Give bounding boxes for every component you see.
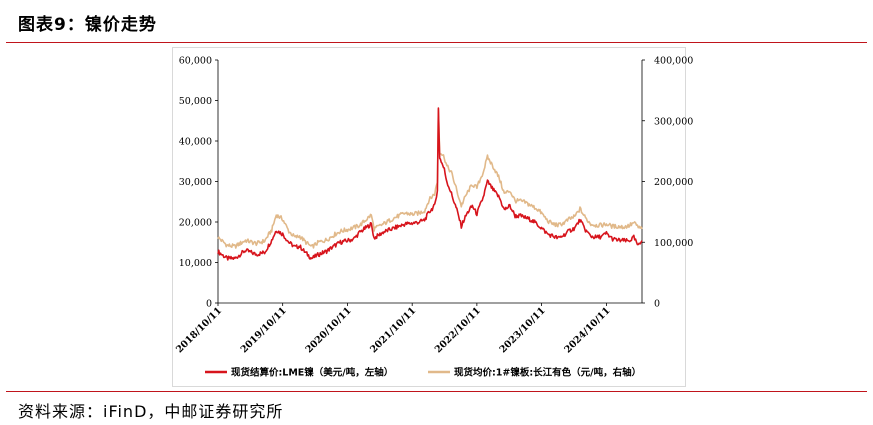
- x-tick-label: 2022/10/11: [433, 305, 483, 355]
- x-tick-label: 2023/10/11: [498, 305, 548, 355]
- y-right-tick-label: 0: [654, 299, 660, 310]
- y-right-tick-label: 300,000: [654, 116, 693, 127]
- legend-label: 现货均价:1#镍板:长江有色（元/吨，右轴）: [454, 367, 641, 379]
- x-tick-label: 2021/10/11: [368, 305, 418, 355]
- x-tick-label: 2024/10/11: [562, 305, 612, 355]
- chart-frame: [172, 47, 686, 387]
- y-left-tick-label: 50,000: [179, 96, 212, 107]
- source-note: 资料来源：iFinD，中邮证券研究所: [18, 402, 284, 421]
- series-line-changjiang-nickel: [217, 108, 643, 249]
- y-right-tick-label: 400,000: [654, 56, 693, 67]
- y-left-tick-label: 20,000: [179, 218, 212, 229]
- legend-label: 现货结算价:LME镍（美元/吨，左轴）: [231, 367, 393, 379]
- y-right-tick-label: 200,000: [654, 177, 693, 188]
- y-left-tick-label: 30,000: [179, 177, 212, 188]
- x-tick-label: 2020/10/11: [304, 305, 354, 355]
- series-line-lme-nickel: [217, 107, 643, 261]
- y-right-tick-label: 100,000: [654, 238, 693, 249]
- y-left-tick-label: 40,000: [179, 137, 212, 148]
- y-left-tick-label: 60,000: [179, 56, 212, 67]
- figure-title: 图表9：镍价走势: [18, 15, 157, 35]
- y-left-tick-label: 10,000: [179, 258, 212, 269]
- x-tick-label: 2018/10/11: [174, 305, 224, 355]
- y-left-tick-label: 0: [206, 299, 212, 310]
- title-rule: [6, 42, 867, 43]
- x-tick-label: 2019/10/11: [239, 305, 289, 355]
- source-rule: [6, 391, 867, 392]
